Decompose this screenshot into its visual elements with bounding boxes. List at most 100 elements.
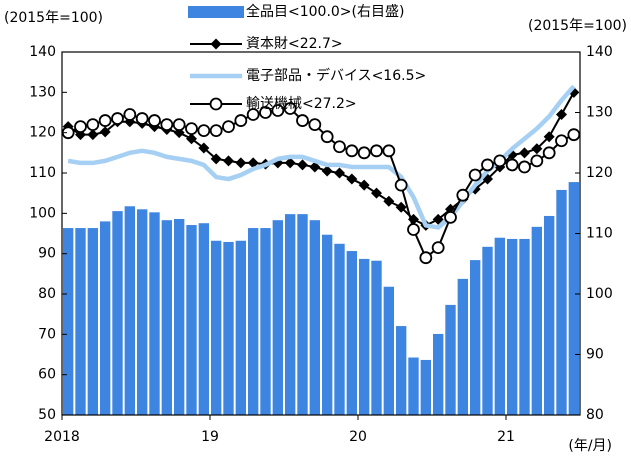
y-tick-label: 110 bbox=[29, 165, 56, 181]
bar bbox=[124, 206, 136, 415]
bar bbox=[284, 214, 296, 415]
marker bbox=[87, 129, 99, 141]
marker bbox=[493, 154, 507, 168]
marker bbox=[518, 160, 531, 174]
marker bbox=[456, 188, 470, 202]
bar bbox=[149, 212, 160, 415]
legend-item: 輸送機械<27.2> bbox=[190, 96, 357, 112]
bar bbox=[75, 228, 86, 415]
bar bbox=[346, 251, 358, 415]
y2-tick-label: 110 bbox=[586, 226, 613, 242]
marker bbox=[74, 120, 87, 134]
y-tick-label: 70 bbox=[38, 326, 56, 342]
bar bbox=[186, 225, 197, 415]
marker bbox=[468, 168, 482, 182]
bar bbox=[62, 228, 74, 415]
marker bbox=[556, 109, 567, 121]
marker bbox=[135, 112, 149, 125]
bar bbox=[432, 333, 444, 415]
marker bbox=[247, 157, 259, 169]
y-tick-label: 50 bbox=[38, 407, 56, 423]
marker bbox=[505, 158, 519, 172]
x-axis-label: (年/月) bbox=[568, 438, 612, 454]
bar bbox=[198, 223, 210, 415]
y2-tick-label: 80 bbox=[586, 407, 604, 423]
marker bbox=[297, 159, 308, 171]
bar bbox=[469, 260, 481, 415]
marker bbox=[296, 114, 309, 127]
marker bbox=[284, 157, 296, 169]
marker bbox=[395, 201, 407, 213]
marker bbox=[259, 106, 272, 119]
marker bbox=[531, 143, 543, 155]
y-axis-label: (2015年=100) bbox=[4, 10, 103, 26]
legend-item: 電子部品・デバイス<16.5> bbox=[190, 67, 426, 84]
marker bbox=[222, 120, 235, 134]
marker bbox=[321, 165, 333, 177]
marker bbox=[98, 114, 112, 127]
marker bbox=[210, 153, 222, 165]
y2-axis-label: (2015年=100) bbox=[528, 18, 627, 34]
bar bbox=[235, 240, 247, 415]
bar bbox=[334, 243, 345, 415]
marker bbox=[197, 124, 211, 138]
x-tick-label: 21 bbox=[497, 429, 515, 445]
y2-tick-label: 100 bbox=[586, 286, 613, 302]
marker bbox=[86, 118, 100, 131]
marker bbox=[407, 223, 420, 236]
legend-label: 全品目<100.0>(右目盛) bbox=[246, 3, 404, 20]
x-tick-label: 2018 bbox=[44, 429, 80, 445]
bar bbox=[506, 238, 518, 415]
marker bbox=[334, 167, 345, 179]
bar bbox=[321, 234, 333, 415]
x-tick-label: 19 bbox=[201, 429, 219, 445]
y-tick-label: 120 bbox=[29, 125, 56, 141]
marker bbox=[419, 251, 433, 265]
legend-marker bbox=[210, 38, 222, 50]
marker bbox=[382, 144, 396, 158]
bar bbox=[161, 220, 173, 415]
legend-label: 資本財<22.7> bbox=[246, 36, 343, 52]
legend-item: 全品目<100.0>(右目盛) bbox=[188, 3, 404, 20]
bar bbox=[519, 238, 530, 415]
bar bbox=[247, 228, 259, 415]
y2-tick-label: 140 bbox=[586, 44, 613, 60]
marker bbox=[357, 146, 371, 160]
marker bbox=[333, 140, 346, 154]
marker bbox=[346, 173, 358, 185]
bar bbox=[556, 189, 567, 415]
marker bbox=[234, 114, 248, 127]
marker bbox=[519, 147, 530, 159]
y-tick-label: 60 bbox=[38, 367, 56, 383]
bar bbox=[457, 278, 469, 415]
y-tick-label: 80 bbox=[38, 286, 56, 302]
bar bbox=[494, 237, 506, 415]
legend-item: 資本財<22.7> bbox=[190, 36, 343, 52]
marker bbox=[530, 154, 544, 168]
bar bbox=[297, 214, 308, 415]
marker bbox=[309, 161, 321, 173]
marker bbox=[111, 112, 124, 125]
bar bbox=[371, 260, 382, 415]
marker bbox=[542, 146, 556, 160]
bar bbox=[223, 241, 234, 415]
bar bbox=[408, 357, 419, 415]
marker bbox=[246, 108, 260, 121]
marker bbox=[186, 133, 197, 145]
legend-label: 電子部品・デバイス<16.5> bbox=[246, 67, 426, 84]
marker bbox=[160, 118, 174, 131]
bar bbox=[383, 286, 395, 415]
marker bbox=[320, 130, 334, 144]
y-tick-label: 90 bbox=[38, 246, 56, 262]
bar bbox=[87, 228, 99, 415]
bar bbox=[395, 326, 407, 415]
marker bbox=[555, 134, 568, 148]
marker bbox=[444, 210, 457, 224]
marker bbox=[394, 178, 408, 192]
y-tick-label: 140 bbox=[29, 44, 56, 60]
marker bbox=[567, 128, 581, 142]
bar bbox=[136, 209, 148, 415]
bar bbox=[543, 215, 555, 415]
marker bbox=[358, 179, 370, 191]
